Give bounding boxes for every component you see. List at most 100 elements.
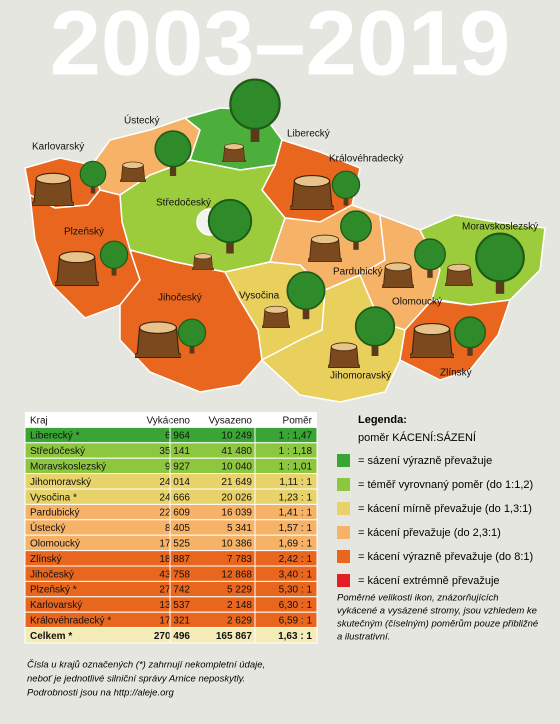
table-cell: 6 964 bbox=[165, 431, 190, 442]
table-cell: 5,30 : 1 bbox=[279, 585, 313, 596]
table-cell: 2,42 : 1 bbox=[279, 554, 313, 565]
table-cell: 17 525 bbox=[159, 539, 190, 550]
region-label: Plzeňský bbox=[64, 227, 104, 238]
table-cell: 2 629 bbox=[227, 616, 252, 627]
title: 2003–2019 bbox=[50, 0, 511, 94]
table-cell: 1 : 1,47 bbox=[279, 431, 313, 442]
table-cell: 1,23 : 1 bbox=[279, 492, 313, 503]
region-labels: Karlovarský Ústecký Liberecký Královéhra… bbox=[32, 114, 538, 382]
table-cell: Liberecký * bbox=[30, 431, 80, 442]
table-cell: 24 014 bbox=[159, 477, 190, 488]
table-cell: 41 480 bbox=[221, 446, 252, 457]
region-label: Moravskoslezský bbox=[462, 222, 538, 233]
table-cell: Pardubický bbox=[30, 508, 79, 519]
table-cell: 1,11 : 1 bbox=[279, 477, 312, 488]
table-cell: Jihomoravský bbox=[30, 477, 91, 488]
legend-swatch bbox=[337, 550, 350, 563]
table-cell: 35 141 bbox=[159, 446, 190, 457]
table-cell: 1,57 : 1 bbox=[279, 523, 313, 534]
table-cell: Moravskoslezský bbox=[30, 462, 106, 473]
table-header: Vykáceno bbox=[146, 415, 190, 426]
table-cell: Plzeňský * bbox=[30, 585, 77, 596]
table-row-bg bbox=[24, 627, 318, 644]
region-label: Pardubický bbox=[333, 267, 382, 278]
table-cell: 1,69 : 1 bbox=[279, 539, 313, 550]
region-label: Karlovarský bbox=[32, 142, 84, 153]
legend-title: Legenda: bbox=[358, 414, 407, 426]
region-zlinsky bbox=[399, 299, 512, 381]
legend: Legenda: poměr KÁCENÍ:SÁZENÍ = sázení výra… bbox=[337, 414, 538, 643]
footnote-line: neboť je jednotlivé silniční správy Arni… bbox=[27, 674, 245, 685]
legend-swatch bbox=[337, 478, 350, 491]
table-cell: 5 229 bbox=[227, 585, 252, 596]
table-cell: Jihočeský bbox=[30, 569, 74, 580]
legend-note: vykácené a vysázené stromy, jsou vzhlede… bbox=[337, 606, 537, 617]
legend-note: Poměrné velikosti ikon, znázorňujících bbox=[337, 593, 499, 604]
table-cell: 5 341 bbox=[227, 523, 252, 534]
table-cell: 12 868 bbox=[221, 569, 252, 580]
table-cell: 1 : 1,01 bbox=[279, 462, 313, 473]
table-cell: 24 666 bbox=[159, 492, 190, 503]
legend-swatch bbox=[337, 526, 350, 539]
table-cell: 20 026 bbox=[221, 492, 252, 503]
footnote: Čísla u krajů označených (*) zahrnují ne… bbox=[27, 660, 265, 699]
table-cell: 6,59 : 1 bbox=[279, 616, 313, 627]
region-label: Středočeský bbox=[156, 198, 211, 209]
table-cell: 1,41 : 1 bbox=[279, 508, 313, 519]
table-cell: Zlínský bbox=[30, 554, 62, 565]
table: Kraj Vykáceno Vysazeno Poměr Liberecký * 6 96… bbox=[24, 412, 318, 644]
legend-note: skutečným (číselným) poměrům pouze přibl… bbox=[337, 619, 538, 630]
legend-label: = kácení extrémně převažuje bbox=[358, 575, 500, 587]
table-cell: Středočeský bbox=[30, 446, 85, 457]
table-cell: 270 496 bbox=[154, 631, 191, 642]
footnote-line: Čísla u krajů označených (*) zahrnují ne… bbox=[27, 660, 265, 671]
table-cell: 3,40 : 1 bbox=[279, 569, 313, 580]
table-cell: Královéhradecký * bbox=[30, 616, 111, 627]
table-cell: Olomoucký bbox=[30, 539, 80, 550]
table-cell: Vysočina * bbox=[30, 492, 77, 503]
table-cell: 7 783 bbox=[227, 554, 252, 565]
footnote-line: Podrobnosti jsou na http://aleje.org bbox=[27, 688, 175, 699]
table-cell: 17 321 bbox=[159, 616, 190, 627]
region-label: Liberecký bbox=[287, 129, 330, 140]
table-cell: 2 148 bbox=[227, 600, 252, 611]
legend-swatch bbox=[337, 574, 350, 587]
table-cell: 1,63 : 1 bbox=[278, 631, 312, 642]
table-cell: 6,30 : 1 bbox=[279, 600, 313, 611]
table-cell: 43 758 bbox=[159, 569, 190, 580]
region-label: Zlínský bbox=[440, 368, 472, 379]
table-cell: 165 867 bbox=[216, 631, 253, 642]
table-header: Vysazeno bbox=[208, 415, 252, 426]
region-label: Olomoucký bbox=[392, 297, 442, 308]
table-cell: 10 040 bbox=[221, 462, 252, 473]
table-header: Poměr bbox=[283, 415, 313, 426]
legend-swatch bbox=[337, 454, 350, 467]
legend-label: = kácení výrazně převažuje (do 8:1) bbox=[358, 551, 533, 563]
table-cell: Celkem * bbox=[30, 631, 72, 642]
legend-subtitle: poměr KÁCENÍ:SÁZENÍ bbox=[358, 431, 477, 444]
legend-note: a ilustrativní. bbox=[337, 632, 390, 643]
region-label: Vysočina bbox=[239, 291, 280, 302]
legend-label: = téměř vyrovnaný poměr (do 1:1,2) bbox=[358, 479, 533, 491]
table-cell: 1 : 1,18 bbox=[279, 446, 313, 457]
table-cell: 9 927 bbox=[165, 462, 190, 473]
table-header: Kraj bbox=[30, 415, 48, 426]
table-cell: 27 742 bbox=[159, 585, 190, 596]
table-cell: Karlovarský bbox=[30, 600, 82, 611]
table-cell: 18 887 bbox=[159, 554, 190, 565]
region-label: Jihomoravský bbox=[330, 371, 391, 382]
legend-label: = sázení výrazně převažuje bbox=[358, 455, 492, 467]
table-cell: 10 386 bbox=[221, 539, 252, 550]
table-header-bg bbox=[25, 412, 317, 428]
table-cell: 10 249 bbox=[221, 431, 252, 442]
table-cell: 22 609 bbox=[159, 508, 190, 519]
legend-label: = kácení převažuje (do 2,3:1) bbox=[358, 527, 501, 539]
table-cell: Ústecký bbox=[30, 521, 66, 534]
region-label: Královéhradecký bbox=[329, 154, 403, 165]
table-cell: 13 537 bbox=[159, 600, 190, 611]
table-cell: 21 649 bbox=[221, 477, 252, 488]
table-cell: 8 405 bbox=[165, 523, 190, 534]
region-label: Ústecký bbox=[124, 114, 160, 127]
legend-swatch bbox=[337, 502, 350, 515]
